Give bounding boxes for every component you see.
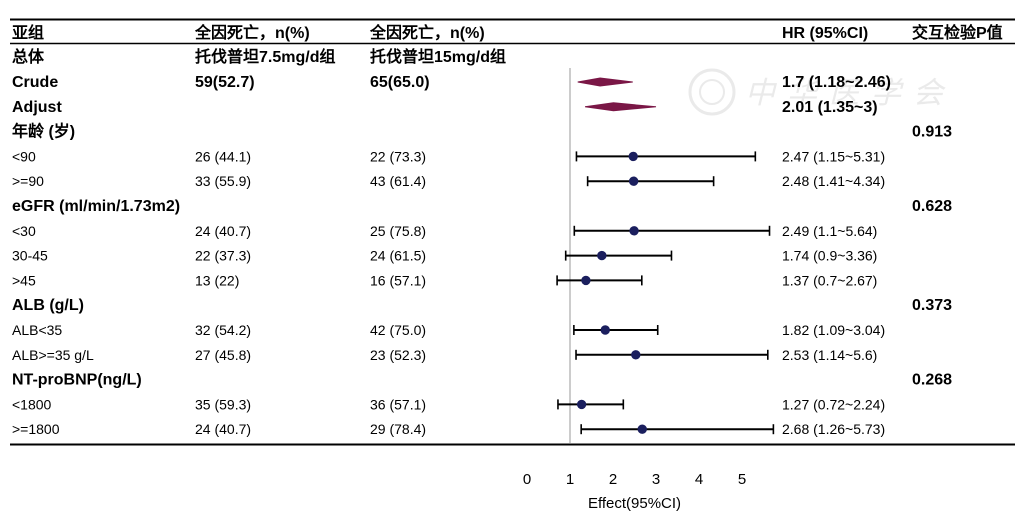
pooled-diamond <box>577 77 633 87</box>
row-hr-ci: 1.82 (1.09~3.04) <box>782 322 885 338</box>
row-group1-count: 27 (45.8) <box>195 347 251 363</box>
row-label: <90 <box>12 148 36 164</box>
row-label: ALB<35 <box>12 322 62 338</box>
row-group2-count: 29 (78.4) <box>370 421 426 437</box>
row-p-value: 0.268 <box>912 372 952 389</box>
row-label: >=1800 <box>12 421 60 437</box>
row-label: Adjust <box>12 99 62 116</box>
row-label: ALB>=35 g/L <box>12 347 94 363</box>
point-estimate <box>628 151 638 162</box>
row-p-value: 0.373 <box>912 297 952 314</box>
row-label: NT-proBNP(ng/L) <box>12 372 142 389</box>
subheader-group2: 托伐普坦15mg/d组 <box>370 47 506 66</box>
watermark-seal-icon <box>688 68 736 116</box>
row-group1-count: 59(52.7) <box>195 74 255 91</box>
subheader-subgroup: 总体 <box>12 47 45 66</box>
x-axis-label: Effect(95%CI) <box>588 495 681 512</box>
header-group1: 全因死亡，n(%) <box>194 23 310 42</box>
row-hr-ci: 1.37 (0.7~2.67) <box>782 272 877 288</box>
row-group1-count: 22 (37.3) <box>195 248 251 264</box>
x-tick-label: 2 <box>609 471 617 488</box>
x-tick-label: 0 <box>523 471 531 488</box>
row-hr-ci: 1.27 (0.72~2.24) <box>782 396 885 412</box>
row-group2-count: 16 (57.1) <box>370 272 426 288</box>
row-group2-count: 24 (61.5) <box>370 248 426 264</box>
point-estimate <box>637 424 647 434</box>
row-hr-ci: 2.01 (1.35~3) <box>782 99 878 116</box>
row-hr-ci: 2.53 (1.14~5.6) <box>782 347 877 363</box>
row-label: >45 <box>12 272 36 288</box>
point-estimate <box>600 325 610 335</box>
row-group1-count: 13 (22) <box>195 272 239 288</box>
header-hr: HR (95%CI) <box>782 25 868 42</box>
row-label: Crude <box>12 74 58 91</box>
row-group1-count: 33 (55.9) <box>195 173 251 189</box>
row-label: <30 <box>12 223 36 239</box>
x-tick-label: 4 <box>695 471 703 488</box>
x-tick-label: 1 <box>566 471 574 488</box>
row-hr-ci: 1.74 (0.9~3.36) <box>782 248 877 264</box>
point-estimate <box>631 350 641 360</box>
row-hr-ci: 1.7 (1.18~2.46) <box>782 74 891 91</box>
row-hr-ci: 2.47 (1.15~5.31) <box>782 148 885 164</box>
point-estimate <box>597 250 607 261</box>
row-group2-count: 23 (52.3) <box>370 347 426 363</box>
row-group2-count: 43 (61.4) <box>370 173 426 189</box>
row-group2-count: 42 (75.0) <box>370 322 426 338</box>
row-group1-count: 24 (40.7) <box>195 223 251 239</box>
row-hr-ci: 2.68 (1.26~5.73) <box>782 421 885 437</box>
watermark-text: 中华医学会 <box>745 77 955 110</box>
row-hr-ci: 2.49 (1.1~5.64) <box>782 223 877 239</box>
point-estimate <box>629 226 639 236</box>
watermark: 中华医学会 <box>688 68 955 116</box>
header-p-value: 交互检验P值 <box>912 23 1003 42</box>
row-p-value: 0.628 <box>912 198 952 215</box>
pooled-diamond <box>584 102 657 112</box>
point-estimate <box>581 275 591 286</box>
row-group1-count: 24 (40.7) <box>195 421 251 437</box>
point-estimate <box>576 399 587 410</box>
subheader-group1: 托伐普坦7.5mg/d组 <box>195 47 335 66</box>
header-group2: 全因死亡，n(%) <box>369 23 485 42</box>
row-group2-count: 25 (75.8) <box>370 223 426 239</box>
row-group1-count: 35 (59.3) <box>195 396 251 412</box>
point-estimate <box>628 176 639 186</box>
row-group2-count: 22 (73.3) <box>370 148 426 164</box>
header-subgroup: 亚组 <box>12 23 44 42</box>
row-hr-ci: 2.48 (1.41~4.34) <box>782 173 885 189</box>
row-label: >=90 <box>12 173 44 189</box>
row-group1-count: 32 (54.2) <box>195 322 251 338</box>
row-group1-count: 26 (44.1) <box>195 148 251 164</box>
watermark-seal-inner <box>699 79 725 105</box>
x-tick-label: 5 <box>738 471 746 488</box>
row-label: 30-45 <box>12 248 48 264</box>
row-label: 年龄 (岁) <box>12 122 75 141</box>
row-p-value: 0.913 <box>912 124 952 141</box>
row-label: <1800 <box>12 396 52 412</box>
row-label: eGFR (ml/min/1.73m2) <box>12 198 180 215</box>
row-group2-count: 65(65.0) <box>370 74 430 91</box>
x-tick-label: 3 <box>652 471 660 488</box>
row-label: ALB (g/L) <box>12 297 84 314</box>
row-group2-count: 36 (57.1) <box>370 396 426 412</box>
